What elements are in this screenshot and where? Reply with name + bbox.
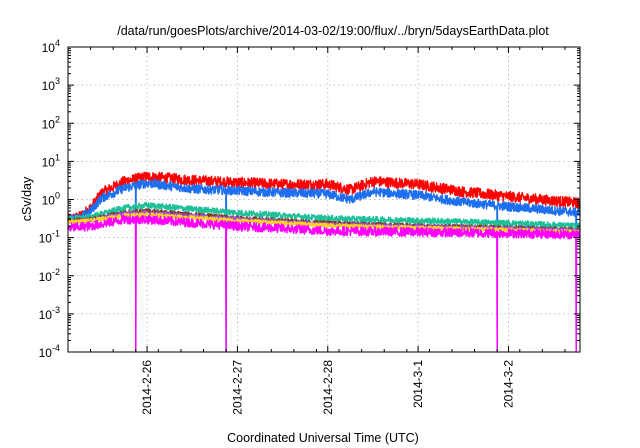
y-tick-label: 10-2: [39, 267, 60, 284]
y-tick-exponent: -1: [52, 229, 60, 239]
y-tick-label: 100: [42, 191, 60, 208]
y-tick-base: 10: [42, 117, 56, 131]
y-tick-label: 101: [42, 152, 60, 169]
y-tick-exponent: 0: [55, 191, 60, 201]
y-tick-exponent: -3: [52, 305, 60, 315]
series-group: [67, 171, 581, 353]
chart-title: /data/run/goesPlots/archive/2014-03-02/1…: [117, 24, 549, 38]
y-tick-exponent: 2: [55, 114, 60, 124]
x-tick-labels: 2014-2-26 2014-2-27 2014-2-28 2014-3-1 2014-…: [140, 360, 515, 415]
y-tick-label: 10-1: [39, 229, 60, 246]
y-tick-base: 10: [42, 155, 56, 169]
x-tick-label: 2014-2-26: [140, 360, 154, 415]
grid: [68, 47, 580, 352]
y-tick-exponent: -2: [52, 267, 60, 277]
y-tick-base: 10: [42, 41, 56, 55]
x-tick-label: 2014-2-27: [230, 360, 244, 415]
y-tick-exponent: -4: [52, 343, 60, 353]
x-tick-label: 2014-3-1: [411, 360, 425, 408]
y-tick-exponent: 3: [55, 76, 60, 86]
y-tick-base: 10: [39, 270, 53, 284]
series-line-6: [67, 212, 581, 235]
series-line-7: [67, 214, 581, 353]
y-tick-base: 10: [42, 79, 56, 93]
y-tick-base: 10: [39, 308, 53, 322]
series-line-2: [67, 178, 581, 353]
x-tick-label: 2014-3-2: [501, 360, 515, 408]
y-tick-exponent: 4: [55, 38, 60, 48]
series-line-3: [67, 202, 581, 230]
y-tick-label: 10-3: [39, 305, 60, 322]
x-tick-label: 2014-2-28: [321, 360, 335, 415]
y-tick-base: 10: [39, 232, 53, 246]
y-tick-exponent: 1: [55, 152, 60, 162]
y-axis-label: cSv/day: [20, 176, 34, 221]
y-tick-label: 104: [42, 38, 60, 55]
x-axis-label: Coordinated Universal Time (UTC): [227, 431, 419, 445]
axis-ticks: [67, 46, 580, 353]
y-tick-label: 103: [42, 76, 60, 93]
y-tick-label: 102: [42, 114, 60, 131]
y-tick-base: 10: [42, 194, 56, 208]
y-tick-base: 10: [39, 346, 53, 360]
y-tick-label: 10-4: [39, 343, 60, 360]
